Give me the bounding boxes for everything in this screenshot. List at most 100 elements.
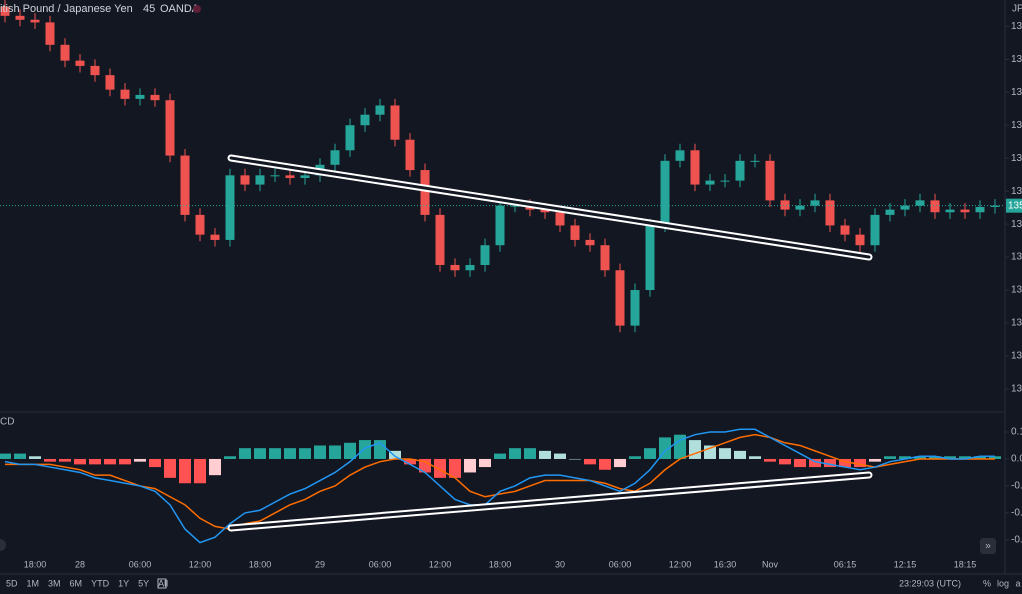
candle-body [570,225,580,240]
x-tick-label: 18:00 [24,559,47,569]
candle-body [585,239,595,246]
auto-toggle[interactable]: a [1015,578,1020,588]
y-tick-label: 135 [1011,219,1022,230]
indicator-title: CD [0,417,14,428]
scroll-left[interactable] [0,539,6,551]
range-button[interactable]: 3M [48,578,61,588]
candle-body [435,214,445,265]
candle-body [630,290,640,326]
x-tick-label: 06:00 [129,559,152,569]
histogram-bar [464,458,476,473]
x-tick-label: 18:00 [489,559,512,569]
macd-line [4,428,995,544]
histogram-bar [779,458,791,465]
histogram-bar [749,456,761,459]
candle-body [735,160,745,181]
histogram-bar [14,453,26,459]
histogram-bar [494,453,506,459]
y-tick-label: -0. [1011,535,1022,546]
compare-icon[interactable] [157,578,167,589]
range-button[interactable]: 1M [27,578,40,588]
histogram-bar [479,458,491,468]
histogram-bar [569,458,581,460]
x-tick-label: 06:15 [834,559,857,569]
y-tick-label: 134 [1011,285,1022,296]
candle-body [675,150,685,161]
histogram-bar [989,456,1001,459]
log-toggle[interactable]: log [997,578,1009,588]
candle-body [420,170,430,215]
histogram-bar [89,458,101,465]
candle-body [60,44,70,61]
range-button[interactable]: YTD [91,578,110,588]
x-tick-label: 28 [75,559,85,569]
trendline-inner [229,473,871,530]
candle-body [645,225,655,291]
histogram-bar [179,458,191,484]
percent-toggle[interactable]: % [983,578,991,588]
y-tick-label: 136 [1011,120,1022,131]
histogram-bar [959,456,971,459]
histogram-bar [629,456,641,459]
histogram-bar [584,458,596,465]
histogram-bar [164,458,176,478]
candle-body [225,175,235,240]
x-tick-label: 12:00 [189,559,212,569]
histogram-bar [914,456,926,459]
range-button[interactable]: 5D [6,578,18,588]
histogram-bar [209,458,221,476]
histogram-bar [974,456,986,459]
histogram-bar [719,448,731,459]
y-tick-label: 135 [1011,153,1022,164]
candle-body [945,209,955,213]
histogram-bar [644,448,656,459]
candle-body [780,200,790,210]
x-tick-label: 18:00 [249,559,272,569]
range-button[interactable]: 6M [70,578,83,588]
histogram-bar [284,448,296,459]
trendline-inner [229,156,871,259]
x-tick-label: Nov [762,559,779,569]
histogram-bar [794,458,806,468]
candle-body [150,94,160,101]
candle-body [75,60,85,66]
candle-body [45,22,55,45]
histogram-bar [329,445,341,459]
histogram-bar [299,448,311,459]
y-tick-label: 134 [1011,318,1022,329]
range-button[interactable]: All [158,578,168,588]
candle-body [30,19,40,23]
trendline-price[interactable] [227,154,873,261]
histogram-bar [359,440,371,459]
y-tick-label: 0.00 [1011,454,1022,465]
candle-body [540,209,550,213]
scroll-right[interactable] [980,538,996,554]
histogram-bar [674,434,686,459]
candle-body [405,139,415,171]
source: OANDA [160,3,200,15]
candle-body [105,75,115,90]
candle-body [285,175,295,178]
candle-body [135,94,145,99]
candle-body [330,150,340,165]
candle-body [345,125,355,151]
x-tick-label: 30 [555,559,565,569]
histogram-bar [884,456,896,459]
histogram-bar [134,458,146,462]
y-tick-label: 135 [1011,186,1022,197]
histogram-bar [254,448,266,459]
histogram-bar [899,456,911,459]
range-button[interactable]: 5Y [138,578,149,588]
candle-body [90,65,100,76]
last-price-tag [1006,198,1022,213]
histogram-bar [539,450,551,459]
marks: 136 136 136 136 135 135 135 135 134 134 134 134 135 0… [0,0,1022,569]
y-tick-label: 0.1 [1011,427,1022,438]
candle-body [195,214,205,235]
x-tick-label: 12:00 [429,559,452,569]
range-button[interactable]: 1Y [118,578,129,588]
candle-body [0,6,10,16]
histogram-bar [929,456,941,459]
status-dot [193,5,201,13]
trendline-macd[interactable] [227,471,873,532]
